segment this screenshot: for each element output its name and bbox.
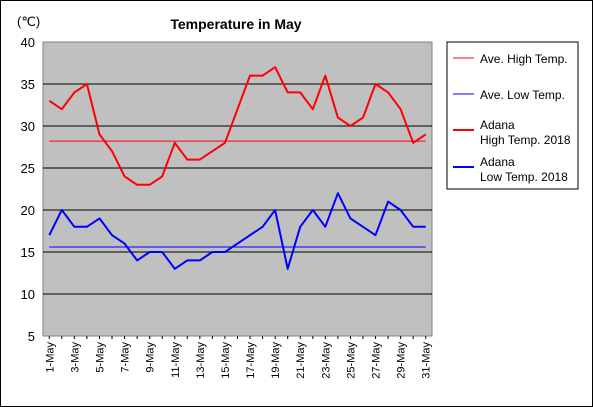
x-tick-label: 7-May (120, 342, 132, 373)
y-tick-label: 15 (21, 245, 35, 260)
x-tick-label: 17-May (245, 342, 257, 379)
y-tick-label: 25 (21, 161, 35, 176)
x-tick-label: 9-May (145, 342, 157, 373)
series-line-4 (48, 192, 426, 270)
plot-area (42, 41, 433, 337)
x-tick-label: 3-May (69, 342, 81, 373)
unit-label: (℃) (17, 14, 40, 29)
series-line-3 (48, 66, 427, 186)
x-tick-label: 13-May (195, 342, 207, 379)
x-tick-label: 29-May (396, 342, 408, 379)
x-tick-label: 27-May (371, 342, 383, 379)
x-tick-label: 1-May (44, 342, 56, 373)
y-tick-label: 5 (28, 329, 35, 344)
x-tick-label: 31-May (421, 342, 433, 379)
legend-label: Adana Low Temp. 2018 (480, 155, 568, 184)
x-tick-label: 5-May (94, 342, 106, 373)
legend-label: Ave. Low Temp. (480, 88, 565, 102)
x-tick-label: 19-May (270, 342, 282, 379)
y-tick-label: 20 (21, 203, 35, 218)
x-tick-label: 21-May (295, 342, 307, 379)
x-tick-label: 25-May (345, 342, 357, 379)
x-tick-label: 11-May (170, 342, 182, 378)
x-tick-label: 15-May (220, 342, 232, 379)
y-tick-label: 10 (21, 287, 35, 302)
y-tick-label: 30 (21, 119, 35, 134)
chart-title: Temperature in May (170, 16, 301, 32)
x-tick-label: 23-May (320, 342, 332, 379)
y-tick-label: 35 (21, 77, 35, 92)
legend-label: Ave. High Temp. (480, 52, 568, 66)
legend-label: Adana High Temp. 2018 (480, 118, 571, 147)
legend-box (446, 41, 579, 190)
y-tick-label: 40 (21, 35, 35, 50)
